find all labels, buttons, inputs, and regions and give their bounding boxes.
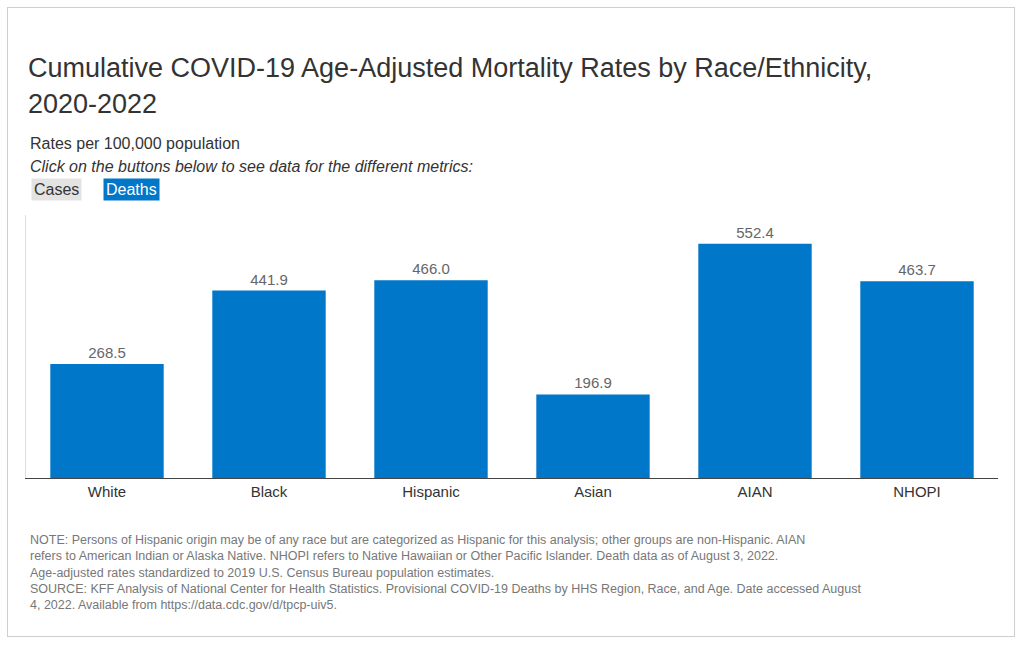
svg-text:Rates per 100,000 population: Rates per 100,000 population (30, 135, 240, 152)
svg-text:Hispanic: Hispanic (402, 483, 460, 500)
svg-text:Click on the buttons below to: Click on the buttons below to see data f… (30, 158, 473, 175)
svg-text:NOTE: Persons of Hispanic orig: NOTE: Persons of Hispanic origin may be … (30, 533, 861, 612)
svg-text:441.9: 441.9 (250, 271, 288, 288)
svg-text:196.9: 196.9 (574, 374, 612, 391)
svg-text:Black: Black (251, 483, 288, 500)
svg-text:268.5: 268.5 (88, 344, 126, 361)
svg-text:AIAN: AIAN (737, 483, 772, 500)
svg-text:463.7: 463.7 (898, 261, 936, 278)
svg-text:Deaths: Deaths (106, 181, 157, 198)
svg-text:552.4: 552.4 (736, 224, 774, 241)
svg-text:Cases: Cases (34, 181, 79, 198)
svg-text:Asian: Asian (574, 483, 612, 500)
svg-text:Cumulative COVID-19 Age-Adjust: Cumulative COVID-19 Age-Adjusted Mortali… (28, 53, 872, 118)
svg-text:White: White (88, 483, 126, 500)
svg-text:NHOPI: NHOPI (893, 483, 941, 500)
svg-text:466.0: 466.0 (412, 260, 450, 277)
